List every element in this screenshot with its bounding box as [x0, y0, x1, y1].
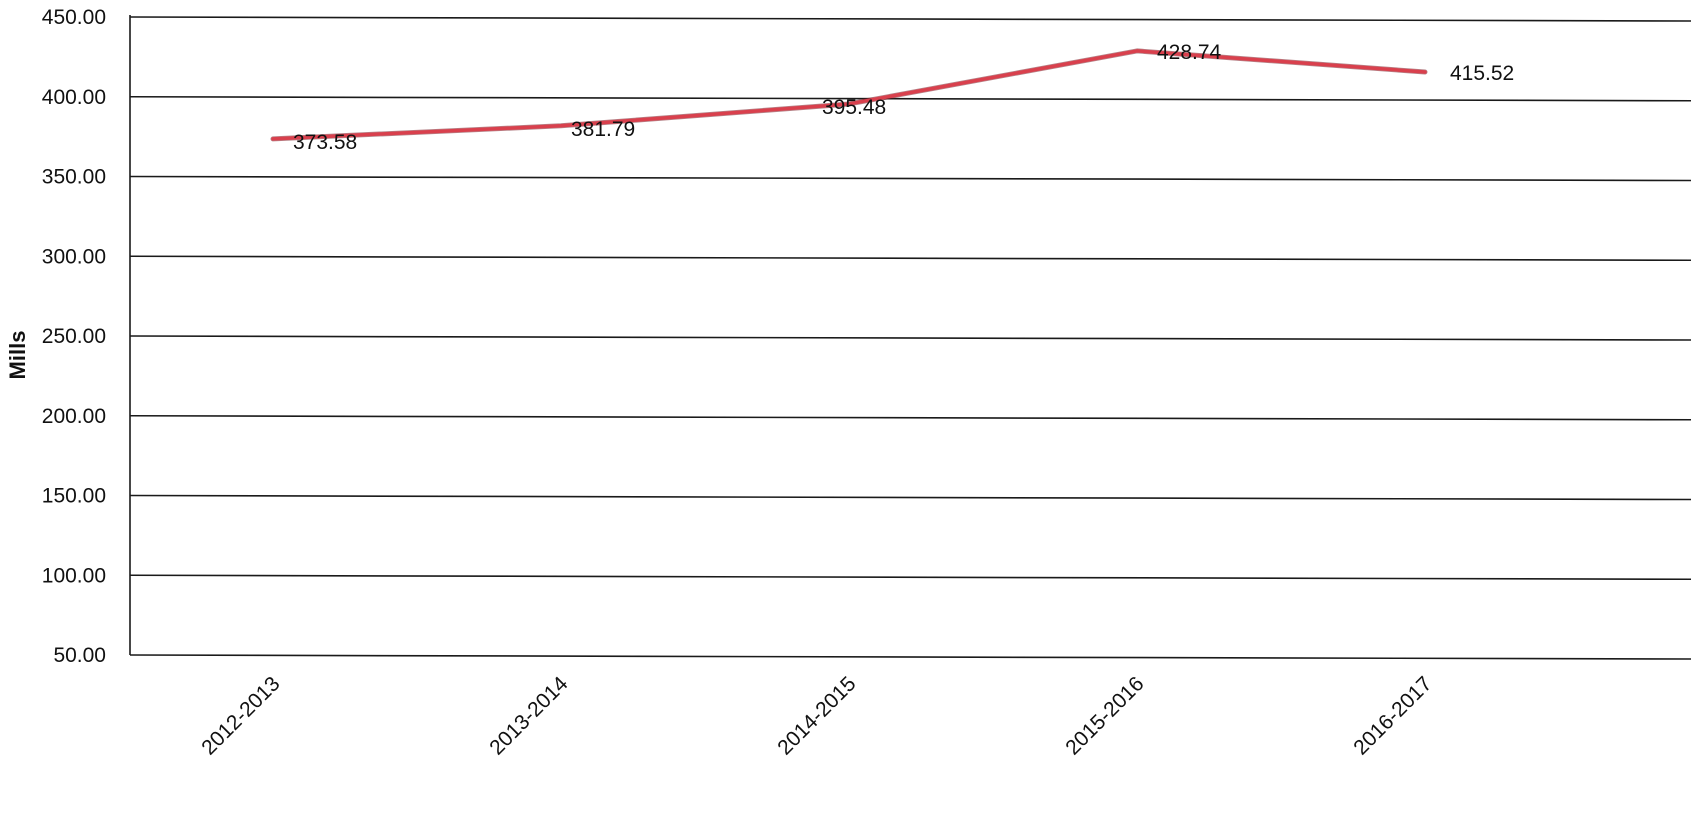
y-tick-label: 350.00	[42, 166, 106, 189]
data-label: 395.48	[822, 96, 886, 119]
data-label: 381.79	[571, 118, 635, 141]
y-tick-label: 200.00	[42, 405, 106, 428]
y-tick-label: 50.00	[53, 644, 106, 667]
data-label: 415.52	[1450, 62, 1514, 85]
y-axis-title: Mills	[5, 331, 30, 380]
gridline	[129, 16, 1691, 22]
x-tick-label: 2016-2017	[1349, 672, 1436, 759]
y-tick-label: 400.00	[42, 86, 106, 109]
gridline	[129, 255, 1691, 262]
y-tick-label: 150.00	[42, 485, 106, 508]
gridline	[129, 95, 1691, 102]
gridline	[129, 414, 1691, 421]
x-tick-label: 2015-2016	[1061, 672, 1148, 759]
y-tick-label: 300.00	[42, 245, 106, 268]
series-line	[271, 49, 1427, 141]
y-tick-label: 250.00	[42, 325, 106, 348]
x-tick-label: 2014-2015	[773, 672, 860, 759]
data-label: 373.58	[293, 131, 357, 154]
gridline	[129, 335, 1691, 341]
y-tick-label: 450.00	[42, 6, 106, 29]
series-lines	[270, 48, 1428, 142]
gridline	[129, 494, 1691, 501]
x-tick-label: 2013-2014	[485, 672, 573, 760]
y-tick-labels: 50.00 100.00 150.00 200.00 250.00 300.00 350.0…	[42, 6, 106, 667]
y-tick-label: 100.00	[42, 564, 106, 587]
series-line-shadow	[270, 48, 1428, 142]
x-tick-labels: 2012-2013 2013-2014 2014-2015 2015-2016 2016…	[197, 672, 1436, 760]
x-tick-label: 2012-2013	[197, 672, 284, 759]
gridline	[129, 574, 1691, 581]
data-label: 428.74	[1157, 41, 1222, 64]
gridline	[129, 654, 1691, 660]
gridlines	[129, 16, 1691, 660]
data-labels: 373.58 381.79 395.48 428.74 415.52	[293, 41, 1514, 154]
gridline	[129, 175, 1691, 182]
